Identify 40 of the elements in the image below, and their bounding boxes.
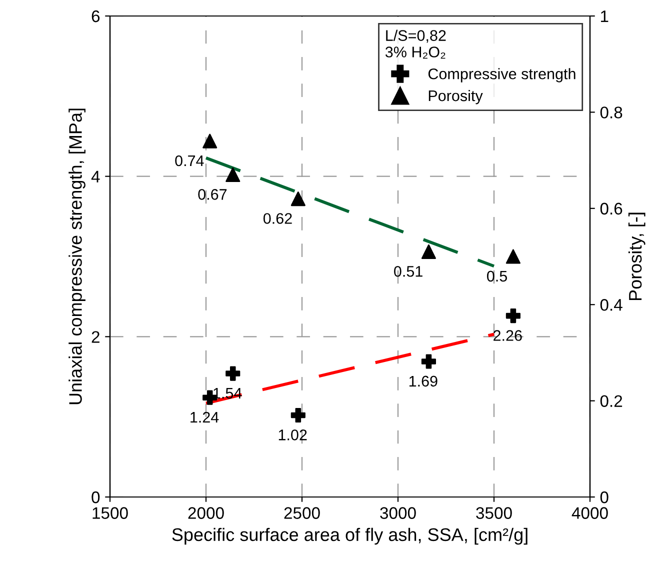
data-label: 1.69 bbox=[409, 376, 438, 387]
point bbox=[226, 366, 240, 381]
y2-axis-title: Porosity, [-] bbox=[628, 212, 646, 300]
data-label: 0.51 bbox=[394, 266, 422, 277]
point bbox=[202, 134, 218, 148]
data-label: 0.62 bbox=[263, 213, 292, 224]
x-tick-label: 2000 bbox=[188, 507, 224, 519]
x-axis-title: Specific surface area of fly ash, SSA, [cm²/g] bbox=[172, 528, 528, 545]
x-tick-label: 1500 bbox=[92, 507, 128, 519]
y2-tick-label: 1 bbox=[600, 10, 608, 22]
y-tick-label: 4 bbox=[91, 170, 100, 182]
x-tick-label: 2500 bbox=[284, 507, 320, 519]
data-label: 2.26 bbox=[494, 330, 522, 341]
point bbox=[226, 167, 240, 182]
point bbox=[421, 354, 436, 369]
y-tick-label: 2 bbox=[92, 331, 100, 343]
point bbox=[506, 249, 520, 264]
point bbox=[421, 244, 436, 259]
point bbox=[506, 308, 520, 324]
y2-tick-label: 0.8 bbox=[600, 106, 622, 118]
y2-tick-label: 0 bbox=[600, 491, 608, 504]
y2-tick-label: 0.2 bbox=[600, 395, 622, 408]
legend-label: Porosity bbox=[428, 90, 483, 104]
legend-label: Compressive strength bbox=[428, 68, 576, 82]
data-label: 0.74 bbox=[175, 155, 204, 166]
y2-tick-label: 0.4 bbox=[600, 299, 622, 311]
y-axis-title: Uniaxial compressive strength, [MPa] bbox=[68, 108, 86, 404]
point bbox=[290, 191, 306, 206]
y2-tick-label: 0.6 bbox=[600, 202, 622, 215]
data-label: 0.5 bbox=[487, 270, 508, 282]
x-tick-label: 3500 bbox=[476, 507, 512, 519]
point bbox=[290, 408, 306, 423]
x-tick-label: 4000 bbox=[572, 507, 608, 519]
y-tick-label: 0 bbox=[92, 491, 100, 504]
data-label: 1.24 bbox=[190, 412, 219, 423]
data-label: 1.02 bbox=[278, 430, 307, 440]
legend-title: L/S=0,82 3% H₂O₂ bbox=[385, 30, 446, 59]
x-tick-label: 3000 bbox=[380, 507, 416, 519]
data-label: 0.67 bbox=[198, 189, 227, 200]
y-tick-label: 6 bbox=[92, 10, 100, 22]
